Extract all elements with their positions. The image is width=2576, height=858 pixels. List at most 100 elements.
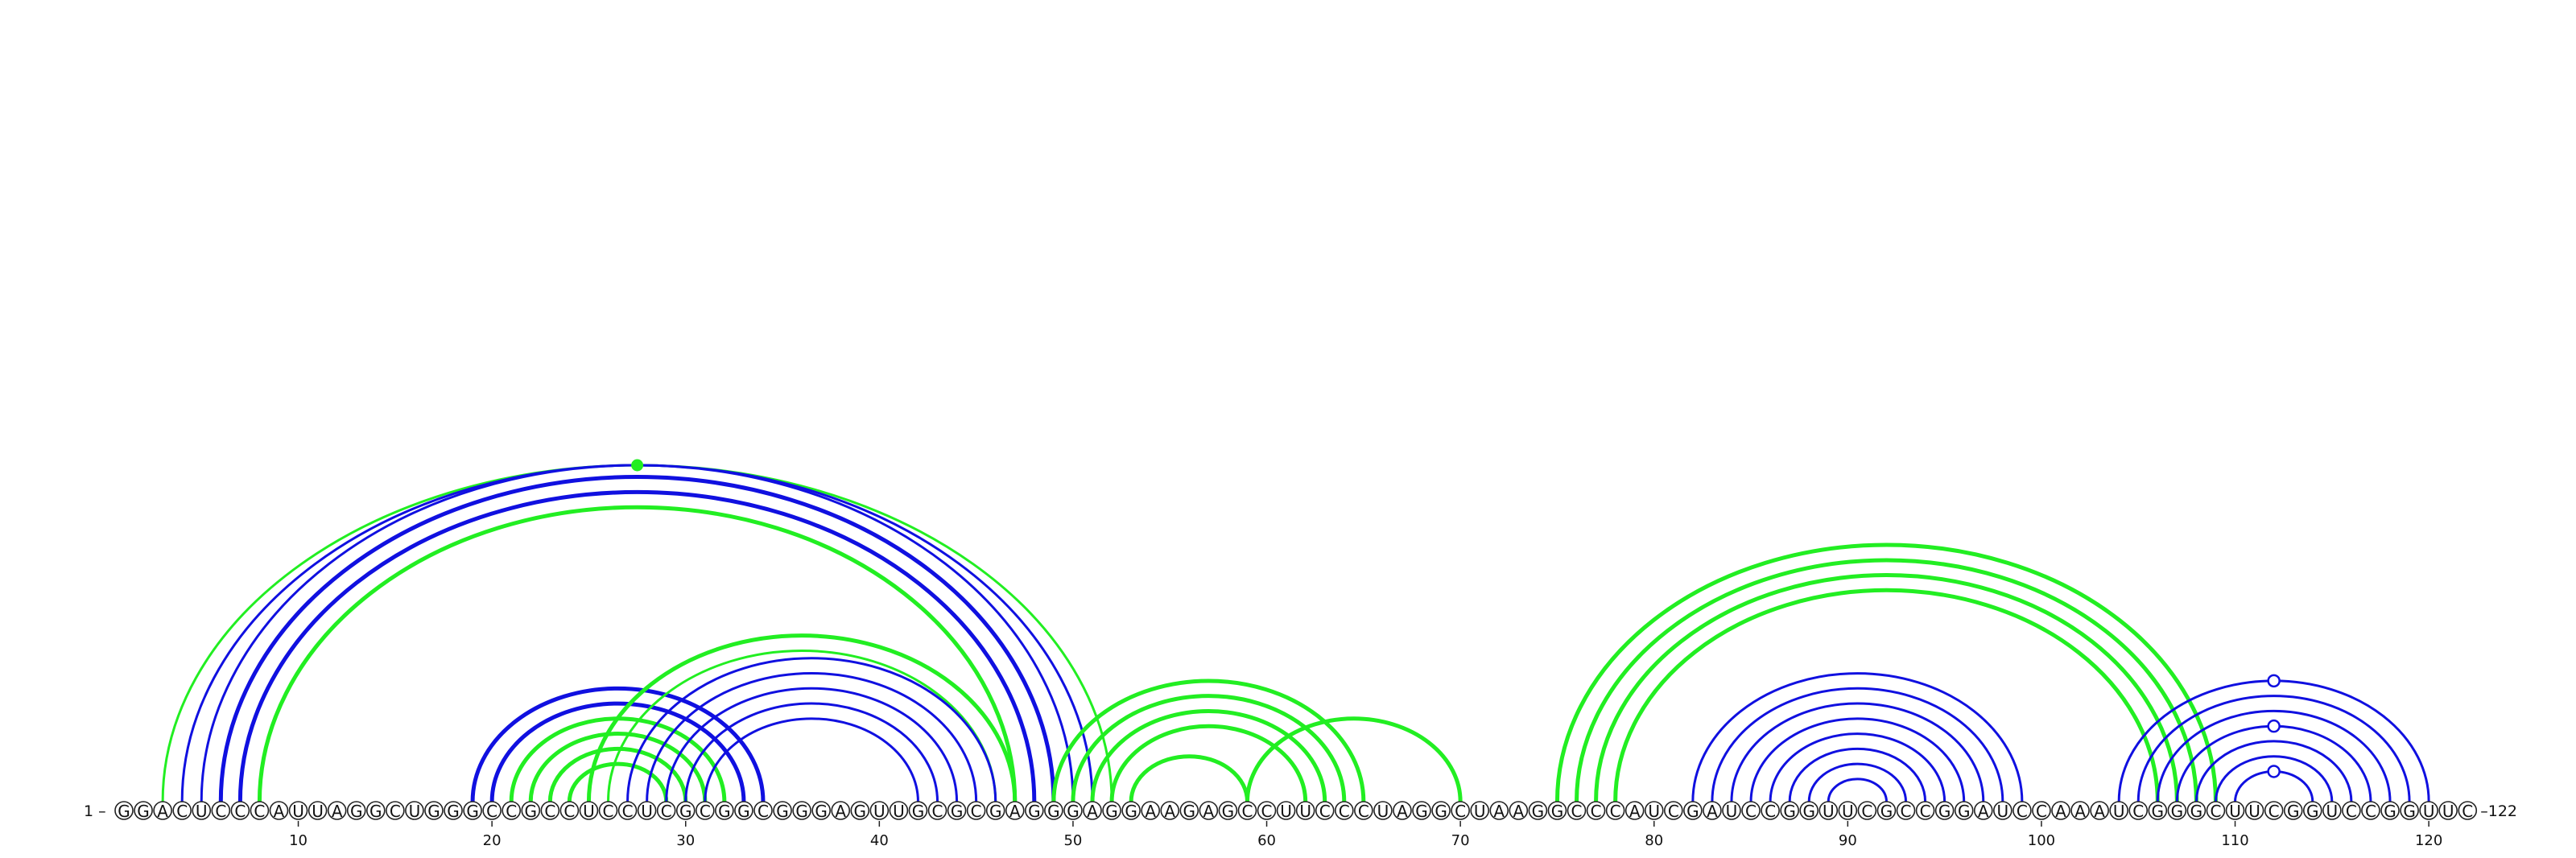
nucleotide-letter: C bbox=[1261, 802, 1273, 821]
nucleotide-circle bbox=[579, 801, 599, 820]
nucleotide-102: A bbox=[2070, 801, 2090, 821]
nucleotide-circle bbox=[1063, 801, 1083, 820]
nucleotide-circle bbox=[1044, 801, 1063, 820]
nucleotide-69: G bbox=[1431, 801, 1451, 821]
nucleotide-29: C bbox=[656, 801, 676, 821]
nucleotide-18: G bbox=[444, 801, 463, 821]
nucleotide-105: C bbox=[2128, 801, 2149, 821]
nucleotide-circle bbox=[1741, 801, 1761, 820]
nucleotide-4: C bbox=[172, 801, 192, 821]
nucleotide-circle bbox=[1915, 801, 1935, 820]
nucleotide-letter: G bbox=[718, 802, 731, 821]
nucleotide-20: C bbox=[482, 801, 502, 821]
nucleotide-letter: U bbox=[292, 802, 304, 821]
nucleotide-circle bbox=[1818, 801, 1839, 820]
nucleotide-circle bbox=[1683, 801, 1703, 820]
nucleotide-letter: U bbox=[893, 802, 905, 821]
nucleotide-letter: A bbox=[2055, 802, 2066, 821]
nucleotide-circle bbox=[792, 801, 811, 820]
nucleotide-circle bbox=[1934, 801, 1955, 820]
nucleotide-circle bbox=[2070, 801, 2090, 820]
base-pair-arc-59-70 bbox=[1245, 716, 1463, 802]
nucleotide-73: A bbox=[1509, 801, 1529, 821]
nucleotide-letter: C bbox=[254, 802, 265, 821]
nucleotide-121: U bbox=[2438, 801, 2458, 821]
nucleotide-59: C bbox=[1237, 801, 1257, 821]
nucleotide-114: G bbox=[2302, 801, 2322, 821]
nucleotide-52: G bbox=[1102, 801, 1121, 821]
nucleotide-circle bbox=[211, 801, 231, 820]
nucleotide-letter: G bbox=[989, 802, 1002, 821]
nucleotide-circle bbox=[172, 801, 192, 820]
nucleotide-circle bbox=[2361, 801, 2380, 820]
nucleotide-circle bbox=[482, 801, 502, 820]
nucleotide-letter: C bbox=[486, 802, 497, 821]
nucleotide-circle bbox=[927, 801, 947, 820]
nucleotide-120: U bbox=[2419, 801, 2438, 821]
nucleotide-letter: C bbox=[1241, 802, 1253, 821]
nucleotide-letter: U bbox=[1280, 802, 1292, 821]
nucleotide-circle bbox=[773, 801, 792, 820]
nucleotide-letter: G bbox=[447, 802, 460, 821]
nucleotide-circle bbox=[715, 801, 734, 820]
nucleotide-106: G bbox=[2148, 801, 2168, 821]
base-pair-arc-25-47 bbox=[586, 633, 1018, 802]
nucleotide-letter: U bbox=[2248, 802, 2260, 821]
nucleotide-letter: A bbox=[2094, 802, 2105, 821]
nucleotide-circle bbox=[308, 801, 328, 820]
nucleotide-circle bbox=[869, 801, 890, 820]
nucleotide-32: G bbox=[715, 801, 734, 821]
nucleotide-84: U bbox=[1722, 801, 1741, 821]
nucleotide-27: C bbox=[617, 801, 638, 821]
nucleotide-119: G bbox=[2400, 801, 2419, 821]
nucleotide-circle bbox=[2128, 801, 2149, 820]
nucleotide-101: A bbox=[2051, 801, 2070, 821]
nucleotide-circle bbox=[463, 801, 482, 820]
nucleotide-letter: G bbox=[466, 802, 479, 821]
nucleotide-74: G bbox=[1528, 801, 1548, 821]
nucleotide-letter: U bbox=[196, 802, 208, 821]
nucleotide-letter: U bbox=[641, 802, 653, 821]
nucleotide-circle bbox=[1412, 801, 1431, 820]
nucleotide-circle bbox=[850, 801, 870, 820]
nucleotide-circle bbox=[502, 801, 522, 820]
tick-label-10: 10 bbox=[289, 832, 308, 849]
nucleotide-letter: C bbox=[2210, 802, 2221, 821]
nucleotide-34: C bbox=[753, 801, 773, 821]
nucleotide-circle bbox=[1121, 801, 1141, 820]
base-pair-arc-30-43 bbox=[684, 702, 939, 802]
nucleotide-9: A bbox=[269, 801, 289, 821]
base-pair-arc-52-62 bbox=[1109, 724, 1308, 802]
base-pair-arc-78-106 bbox=[1613, 588, 2160, 802]
nucleotide-78: C bbox=[1605, 801, 1625, 821]
nucleotide-circle bbox=[1354, 801, 1373, 820]
nucleotide-98: U bbox=[1993, 801, 2013, 821]
nucleotide-103: A bbox=[2090, 801, 2109, 821]
base-pair-arc-109-115 bbox=[2214, 755, 2334, 802]
nucleotide-41: U bbox=[889, 801, 909, 821]
nucleotide-letter: A bbox=[157, 802, 168, 821]
nucleotide-71: U bbox=[1470, 801, 1489, 821]
nucleotide-letter: G bbox=[912, 802, 925, 821]
base-pair-arc-27-46 bbox=[626, 657, 997, 802]
base-pair-arc-28-45 bbox=[646, 671, 978, 802]
nucleotide-circle bbox=[1237, 801, 1257, 820]
nucleotide-49: G bbox=[1044, 801, 1063, 821]
base-pair-arc-76-108 bbox=[1575, 558, 2198, 802]
base-pair-arc-49-65 bbox=[1051, 679, 1366, 802]
nucleotide-letter: C bbox=[700, 802, 711, 821]
nucleotide-letter: C bbox=[2365, 802, 2376, 821]
nucleotide-50: G bbox=[1063, 801, 1083, 821]
tick-label-50: 50 bbox=[1063, 832, 1082, 849]
arc-marker-3 bbox=[2267, 719, 2281, 733]
nucleotide-letter: U bbox=[1299, 802, 1311, 821]
nucleotide-letter: C bbox=[1920, 802, 1931, 821]
nucleotide-circle bbox=[1470, 801, 1489, 820]
nucleotide-7: C bbox=[230, 801, 250, 821]
nucleotide-letter: A bbox=[835, 802, 846, 821]
nucleotide-80: U bbox=[1644, 801, 1664, 821]
nucleotide-122: C bbox=[2458, 801, 2478, 821]
nucleotide-letter: U bbox=[2326, 802, 2339, 821]
nucleotide-letter: A bbox=[1707, 802, 1718, 821]
nucleotide-letter: G bbox=[1532, 802, 1545, 821]
